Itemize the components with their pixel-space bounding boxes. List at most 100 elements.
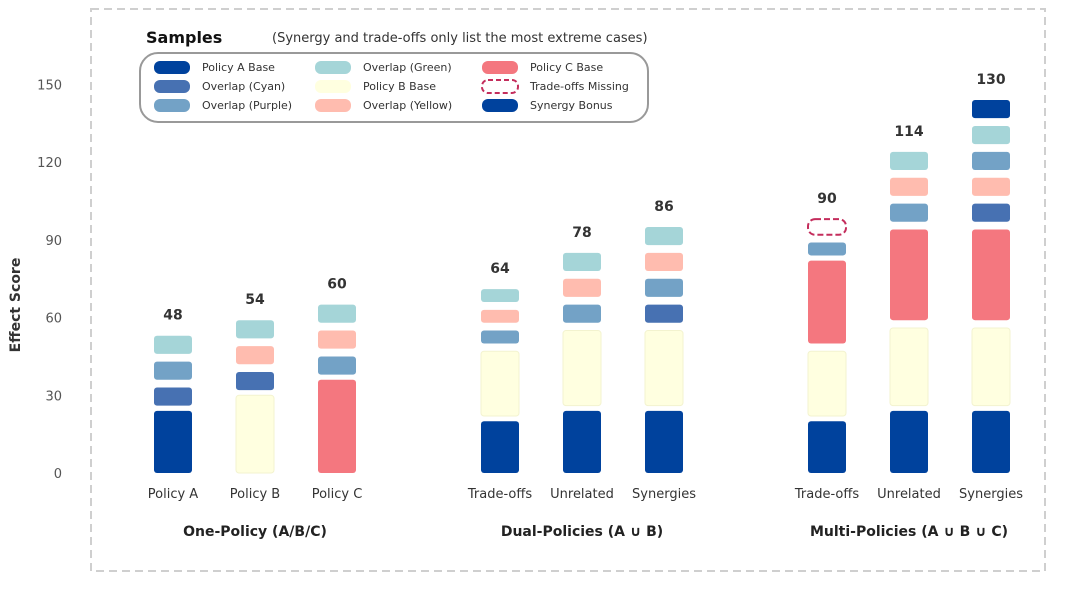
- bar-segment-a-base: [154, 410, 192, 473]
- bar-segment-ov-cyan: [236, 371, 274, 391]
- legend-label: Policy B Base: [363, 80, 436, 93]
- legend-label: Overlap (Yellow): [363, 99, 452, 112]
- bar-total-label: 64: [490, 261, 510, 277]
- legend-label: Policy C Base: [530, 61, 603, 74]
- x-tick-label: Unrelated: [877, 487, 941, 502]
- legend-swatch-bonus: [482, 99, 518, 112]
- bar-segment-ov-purple: [154, 361, 192, 380]
- bar-segment-ov-purple: [563, 304, 601, 323]
- legend-swatch-c-base: [482, 61, 518, 74]
- bar-segment-ov-yellow: [563, 278, 601, 297]
- x-tick-label: Trade-offs: [794, 487, 859, 502]
- bar-segment-ov-green: [972, 125, 1010, 145]
- bar-segment-ov-yellow: [890, 177, 928, 196]
- y-tick-label: 90: [45, 234, 62, 249]
- bar-segment-ov-yellow: [645, 252, 683, 271]
- legend-swatch-b-base: [315, 80, 351, 93]
- bar-segment-ov-green: [236, 320, 274, 339]
- legend-swatch-ov-purple: [154, 99, 190, 112]
- group-label: Dual-Policies (A ∪ B): [501, 524, 663, 540]
- group-label: One-Policy (A/B/C): [183, 524, 327, 540]
- bar-segment-ov-green: [645, 226, 683, 246]
- bar-segment-a-base: [481, 421, 519, 473]
- legend-label: Overlap (Cyan): [202, 80, 285, 93]
- bar-segment-ov-purple: [808, 242, 846, 256]
- legend-items: Policy A Base Overlap (Cyan) Overlap (Purp…: [154, 61, 629, 112]
- bar-total-label: 48: [163, 308, 182, 324]
- bar-segment-ov-cyan: [154, 387, 192, 406]
- x-tick-label: Synergies: [959, 487, 1023, 502]
- bars: One-Policy (A/B/C) 48 Policy A 54 Policy B 60…: [148, 72, 1023, 540]
- bar-segment-ov-purple: [481, 330, 519, 344]
- group-label: Multi-Policies (A ∪ B ∪ C): [810, 524, 1008, 540]
- bar-segment-ov-green: [481, 289, 519, 303]
- x-tick-label: Unrelated: [550, 487, 614, 502]
- legend-label: Trade-offs Missing: [529, 80, 629, 93]
- bar-segment-c-base: [808, 260, 846, 344]
- bar-segment-ov-green: [154, 335, 192, 354]
- bar-segment-b-base: [235, 394, 275, 474]
- y-tick-label: 30: [45, 389, 62, 404]
- y-tick-label: 120: [37, 156, 62, 171]
- bar-segment-a-base: [563, 410, 601, 473]
- bar-segment-b-base: [889, 327, 929, 407]
- bar-segment-c-base: [972, 229, 1010, 321]
- bar-segment-c-base: [318, 379, 356, 473]
- bar-segment-missing: [807, 218, 847, 236]
- legend-title: Samples: [146, 28, 222, 47]
- legend-note: (Synergy and trade-offs only list the mo…: [272, 31, 648, 46]
- bar-segment-ov-cyan: [645, 304, 683, 323]
- bar-total-label: 78: [572, 225, 591, 241]
- legend-label: Overlap (Purple): [202, 99, 292, 112]
- y-tick-label: 0: [54, 467, 62, 482]
- bar-segment-b-base: [971, 327, 1011, 407]
- y-ticks: 0 30 60 90 120 150: [37, 79, 62, 483]
- bar-segment-ov-yellow: [236, 346, 274, 365]
- bar-segment-a-base: [890, 410, 928, 473]
- legend-swatch-ov-green: [315, 61, 351, 74]
- legend-swatch-missing: [481, 79, 519, 94]
- bar-segment-a-base: [808, 421, 846, 473]
- y-tick-label: 150: [37, 79, 62, 94]
- legend-swatch-ov-cyan: [154, 80, 190, 93]
- legend: Samples (Synergy and trade-offs only lis…: [139, 28, 649, 123]
- bar-segment-ov-cyan: [972, 203, 1010, 222]
- x-tick-label: Synergies: [632, 487, 696, 502]
- bar-total-label: 90: [817, 191, 837, 207]
- bar-segment-ov-purple: [645, 278, 683, 297]
- bar-segment-a-base: [972, 410, 1010, 473]
- legend-box: [139, 52, 649, 123]
- legend-label: Overlap (Green): [363, 61, 452, 74]
- bar-segment-b-base: [562, 330, 602, 407]
- bar-segment-ov-yellow: [318, 330, 356, 349]
- bar-segment-ov-yellow: [481, 309, 519, 323]
- bar-segment-b-base: [807, 350, 847, 417]
- bar-segment-ov-purple: [318, 356, 356, 375]
- bar-segment-a-base: [645, 410, 683, 473]
- legend-label: Synergy Bonus: [530, 99, 613, 112]
- y-tick-label: 60: [45, 312, 62, 327]
- bar-segment-ov-green: [890, 151, 928, 170]
- bar-total-label: 130: [976, 72, 1005, 88]
- chart-frame: [90, 8, 1046, 572]
- bar-segment-ov-purple: [972, 151, 1010, 170]
- x-tick-label: Policy C: [312, 487, 363, 502]
- bar-segment-b-base: [644, 330, 684, 407]
- bar-segment-bonus: [972, 100, 1010, 119]
- x-tick-label: Policy A: [148, 487, 199, 502]
- bar-total-label: 60: [327, 277, 347, 293]
- bar-segment-ov-green: [563, 252, 601, 271]
- bar-segment-c-base: [890, 229, 928, 321]
- bar-segment-ov-purple: [890, 203, 928, 222]
- bar-segment-ov-green: [318, 304, 356, 323]
- bar-total-label: 114: [894, 124, 923, 140]
- bar-total-label: 54: [245, 292, 265, 308]
- legend-swatch-a-base: [154, 61, 190, 74]
- y-axis-label: Effect Score: [8, 258, 24, 353]
- bar-total-label: 86: [654, 199, 673, 215]
- legend-label: Policy A Base: [202, 61, 275, 74]
- x-tick-label: Trade-offs: [467, 487, 532, 502]
- bar-segment-ov-yellow: [972, 177, 1010, 196]
- legend-swatch-ov-yellow: [315, 99, 351, 112]
